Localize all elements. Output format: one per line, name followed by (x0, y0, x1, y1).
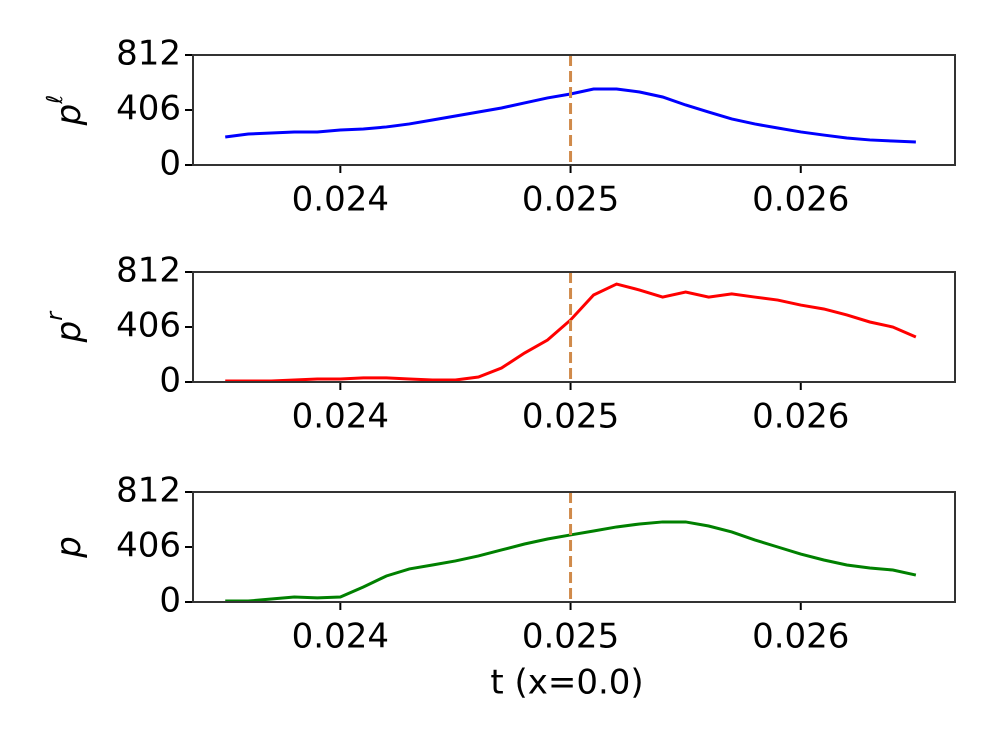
y-axis-label-base: p (49, 536, 89, 559)
y-axis-label: pℓ (43, 95, 89, 127)
y-tick-label: 406 (116, 89, 181, 129)
y-axis-label-base: p (49, 321, 89, 344)
x-tick-label: 0.026 (752, 180, 849, 220)
y-tick-label: 0 (159, 361, 181, 401)
x-tick-label: 0.026 (752, 617, 849, 657)
y-axis-label-superscript: r (43, 310, 68, 321)
y-axis-label-base: p (49, 104, 89, 127)
axes-frame (192, 271, 956, 383)
y-tick-label: 406 (116, 306, 181, 346)
x-tick-label: 0.025 (522, 617, 619, 657)
y-tick-label: 406 (116, 526, 181, 566)
y-tick-label: 812 (116, 471, 181, 511)
y-tick-label: 812 (116, 251, 181, 291)
y-axis-label: pr (43, 310, 89, 344)
x-tick-label: 0.024 (292, 397, 389, 437)
x-tick-label: 0.026 (752, 397, 849, 437)
data-line (225, 282, 917, 383)
x-tick-label: 0.025 (522, 397, 619, 437)
axes-frame (192, 491, 956, 603)
x-axis-label: t (x=0.0) (490, 663, 643, 703)
x-tick-label: 0.025 (522, 180, 619, 220)
x-tick-label: 0.024 (292, 180, 389, 220)
y-tick-label: 0 (159, 581, 181, 621)
x-tick-label: 0.024 (292, 617, 389, 657)
y-tick-label: 812 (116, 34, 181, 74)
y-axis-label-superscript: ℓ (43, 95, 68, 105)
y-axis-label: p (49, 536, 89, 559)
y-tick-label: 0 (159, 144, 181, 184)
axes-frame (192, 54, 956, 166)
